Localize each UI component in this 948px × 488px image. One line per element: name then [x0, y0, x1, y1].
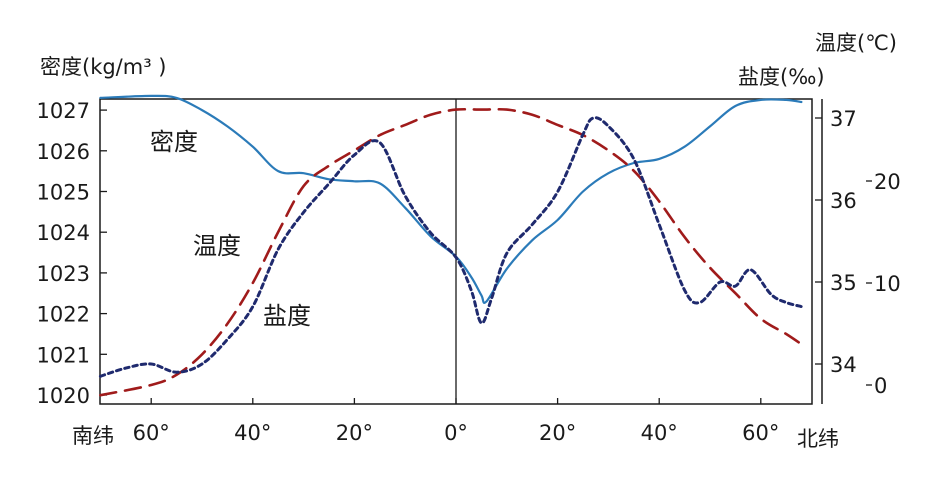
salinity-tick-label: 35	[830, 271, 857, 295]
x-tick-label: 0°	[444, 421, 468, 445]
temperature-tick-label: 10	[874, 272, 901, 296]
salinity-tick-label: 36	[830, 189, 857, 213]
density-tick-label: 1023	[37, 262, 90, 286]
density-tick-label: 1024	[37, 221, 90, 245]
temperature-tick-label: 20	[874, 170, 901, 194]
salinity-tick-label: 34	[830, 353, 857, 377]
x-right-end-label: 北纬	[797, 427, 839, 451]
temperature-series-label: 温度	[193, 232, 241, 260]
density-series-line	[99, 94, 803, 304]
salinity-series-line	[98, 116, 803, 378]
x-tick-label: 40°	[234, 421, 271, 445]
x-tick-label: 60°	[133, 421, 170, 445]
x-tick-label: 60°	[742, 421, 779, 445]
density-tick-label: 1020	[37, 384, 90, 408]
x-tick-label: 20°	[539, 421, 576, 445]
density-series-label: 密度	[150, 128, 198, 156]
density-tick-label: 1027	[37, 99, 90, 123]
density-tick-label: 1025	[37, 181, 90, 205]
density-axis-title: 密度(kg/m³ )	[40, 55, 167, 79]
temperature-series-line	[99, 107, 803, 397]
density-tick-label: 1026	[37, 140, 90, 164]
temperature-tick-label: 0	[874, 374, 887, 398]
salinity-series-label: 盐度	[263, 302, 311, 330]
x-tick-label: 40°	[641, 421, 678, 445]
density-tick-label: 1022	[37, 303, 90, 327]
density-tick-label: 1021	[37, 343, 90, 367]
series-layer	[98, 94, 803, 397]
salinity-tick-label: 37	[830, 107, 857, 131]
temperature-axis-title: 温度(℃)	[815, 31, 897, 55]
x-left-end-label: 南纬	[72, 424, 114, 448]
salinity-axis-title: 盐度(‰)	[738, 65, 825, 89]
axes-layer: 60° 40° 20° 0° 20° 40° 60°10201021102210231024…	[37, 99, 901, 445]
x-tick-label: 20°	[336, 421, 373, 445]
